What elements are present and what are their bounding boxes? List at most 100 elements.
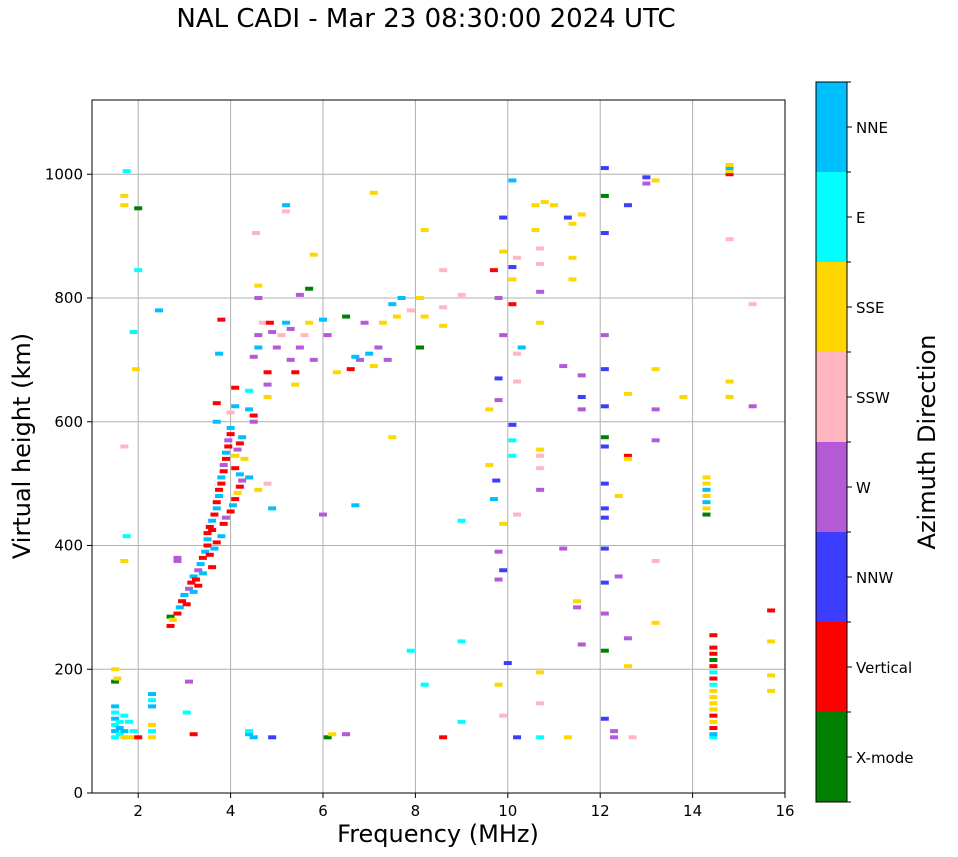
data-point: [623, 664, 632, 669]
data-point: [536, 487, 545, 492]
data-point: [600, 435, 609, 440]
data-point: [517, 345, 526, 350]
data-point: [254, 296, 263, 300]
data-point: [709, 707, 718, 712]
data-point: [254, 283, 263, 288]
x-tick-label: 4: [226, 802, 236, 820]
data-point: [388, 435, 397, 440]
data-point: [600, 648, 609, 653]
data-point: [499, 568, 508, 573]
data-point: [235, 472, 244, 477]
data-point: [531, 227, 540, 232]
data-point: [258, 320, 267, 325]
data-point: [651, 620, 660, 625]
data-point: [610, 729, 619, 734]
data-point: [295, 292, 304, 297]
data-point: [221, 515, 230, 520]
data-point: [208, 565, 217, 570]
data-point: [709, 651, 718, 656]
data-point: [268, 506, 277, 511]
chart-title: NAL CADI - Mar 23 08:30:00 2024 UTC: [176, 4, 676, 34]
colorbar-tick-label: SSW: [856, 389, 890, 407]
data-point: [305, 320, 314, 325]
data-point: [208, 528, 217, 533]
data-point: [406, 648, 415, 653]
data-point: [124, 735, 133, 740]
data-point: [111, 716, 120, 721]
data-point: [231, 466, 240, 471]
data-point: [420, 227, 429, 232]
data-point: [379, 320, 388, 325]
data-point: [485, 463, 494, 468]
data-point: [129, 330, 138, 335]
data-point: [536, 447, 545, 452]
data-point: [277, 333, 286, 338]
data-point: [499, 521, 508, 526]
data-point: [702, 494, 711, 498]
data-point: [573, 605, 582, 610]
data-point: [189, 589, 198, 594]
data-point: [559, 546, 568, 551]
colorbar-tick-label: Vertical: [856, 659, 912, 677]
data-point: [205, 524, 214, 529]
data-point: [725, 237, 734, 242]
data-point: [365, 351, 374, 356]
data-point: [610, 735, 619, 740]
data-point: [194, 568, 203, 573]
data-point: [282, 203, 291, 208]
data-point: [725, 172, 734, 177]
data-point: [148, 704, 157, 709]
data-point: [219, 521, 228, 526]
data-point: [203, 543, 212, 548]
data-point: [198, 571, 207, 576]
colorbar-segment: [816, 82, 847, 172]
data-point: [245, 388, 254, 393]
data-point: [148, 729, 157, 734]
data-point: [148, 692, 157, 696]
data-point: [166, 623, 175, 628]
data-point: [185, 586, 194, 591]
data-point: [238, 478, 247, 483]
data-point: [120, 735, 129, 740]
data-point: [439, 305, 448, 310]
data-point: [254, 345, 263, 350]
data-point: [272, 345, 281, 350]
data-point: [709, 719, 718, 724]
data-point: [286, 326, 295, 331]
data-point: [194, 583, 203, 588]
data-point: [198, 555, 207, 560]
data-point: [263, 481, 272, 486]
data-point: [210, 512, 219, 517]
data-point: [577, 395, 586, 399]
data-point: [494, 577, 503, 582]
data-point: [224, 438, 233, 443]
data-point: [217, 317, 226, 322]
data-point: [245, 407, 254, 412]
data-point: [215, 351, 224, 356]
data-point: [499, 215, 508, 220]
data-point: [568, 255, 577, 260]
data-point: [767, 688, 776, 693]
data-point: [182, 710, 191, 715]
data-point: [224, 444, 233, 449]
data-point: [702, 512, 711, 517]
data-point: [600, 166, 609, 171]
data-point: [319, 317, 327, 322]
data-point: [600, 367, 609, 372]
data-point: [203, 531, 212, 536]
data-point: [623, 391, 632, 396]
data-point: [702, 481, 711, 486]
x-tick-label: 2: [133, 802, 143, 820]
data-point: [513, 512, 522, 517]
data-point: [709, 726, 718, 731]
data-point: [173, 558, 182, 563]
data-point: [134, 206, 143, 211]
colorbar: X-mode Vertical NNW W SSW SSE E NNE: [815, 81, 913, 803]
x-tick-label: 12: [591, 802, 610, 820]
data-point: [568, 277, 577, 282]
data-point: [332, 370, 341, 375]
data-point: [388, 302, 397, 307]
x-tick-label: 16: [775, 802, 794, 820]
data-point: [600, 716, 609, 721]
